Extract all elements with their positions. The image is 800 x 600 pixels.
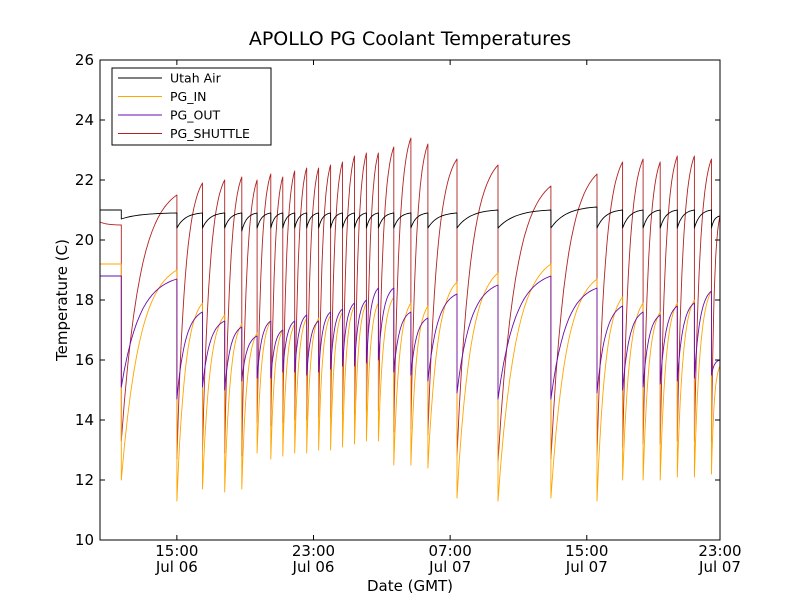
series-layer <box>100 137 720 502</box>
y-tick-label: 26 <box>75 51 94 69</box>
y-tick-label: 24 <box>75 111 94 129</box>
y-tick-label: 20 <box>75 231 94 249</box>
x-tick-label-date: Jul 06 <box>292 558 335 576</box>
x-tick-label-date: Jul 07 <box>698 558 741 576</box>
y-tick-label: 16 <box>75 351 94 369</box>
series-line-out <box>100 275 720 400</box>
y-tick-label: 22 <box>75 171 94 189</box>
x-tick-label-time: 23:00 <box>292 542 335 560</box>
y-axis: 10 12 14 16 18 20 22 24 26 <box>75 51 720 549</box>
series-line-air <box>100 206 720 232</box>
y-tick-label: 10 <box>75 531 94 549</box>
y-axis-label: Temperature (C) <box>53 239 71 362</box>
chart-title: APOLLO PG Coolant Temperatures <box>249 28 571 50</box>
legend: Utah Air PG_IN PG_OUT PG_SHUTTLE <box>111 67 272 146</box>
y-tick-label: 12 <box>75 471 94 489</box>
legend-label-air: Utah Air <box>170 71 222 86</box>
x-tick-label-date: Jul 06 <box>155 558 198 576</box>
x-tick-label-time: 15:00 <box>565 542 608 560</box>
x-tick-label-time: 15:00 <box>155 542 198 560</box>
legend-label-out: PG_OUT <box>170 108 220 123</box>
x-tick-label-date: Jul 07 <box>565 558 608 576</box>
x-tick-label-date: Jul 07 <box>428 558 471 576</box>
x-tick-label-time: 07:00 <box>429 542 472 560</box>
legend-box <box>111 67 272 146</box>
legend-label-shuttle: PG_SHUTTLE <box>170 126 250 141</box>
y-tick-label: 18 <box>75 291 94 309</box>
x-tick-label-time: 23:00 <box>698 542 741 560</box>
y-tick-label: 14 <box>75 411 94 429</box>
x-axis-label: Date (GMT) <box>367 577 453 595</box>
legend-label-in: PG_IN <box>170 89 207 104</box>
